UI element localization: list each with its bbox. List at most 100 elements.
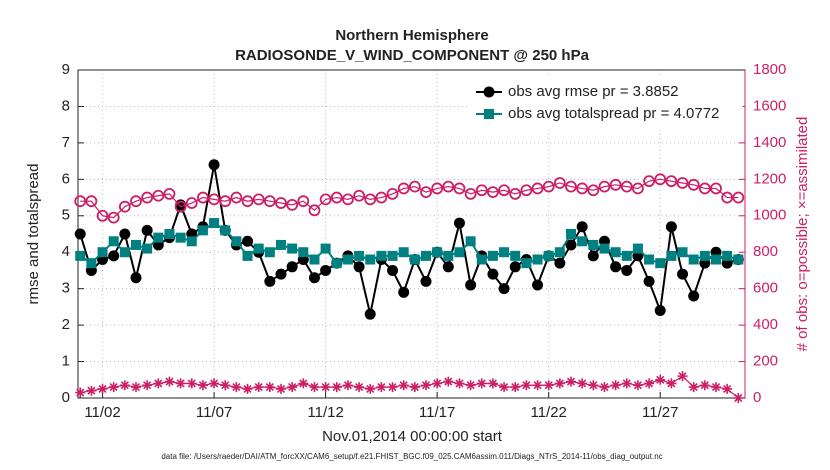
x-tick-label: 11/12 [307, 404, 343, 421]
point [509, 261, 521, 273]
point [219, 195, 232, 208]
point [365, 383, 376, 394]
point [621, 250, 632, 261]
point [665, 221, 677, 233]
y-tick-label: 3 [62, 280, 70, 297]
point [510, 382, 521, 393]
x-tick-label: 11/02 [84, 404, 120, 421]
point [577, 378, 588, 389]
point [443, 376, 454, 387]
point [666, 250, 677, 261]
point [542, 180, 555, 193]
point [621, 378, 632, 389]
point [319, 193, 332, 206]
point [96, 209, 109, 222]
point [220, 225, 231, 236]
y-tick-label: 9 [62, 61, 70, 78]
point [186, 236, 197, 247]
point [443, 250, 454, 261]
point [677, 268, 689, 280]
point [733, 254, 744, 265]
y-tick-label: 6 [62, 170, 70, 187]
point [498, 184, 510, 197]
point [153, 378, 164, 389]
point [376, 250, 387, 261]
point [532, 380, 543, 391]
point [599, 382, 610, 393]
point [576, 182, 589, 195]
point [565, 180, 577, 193]
point [208, 159, 220, 171]
point [722, 383, 733, 394]
point [676, 177, 689, 189]
x-tick-label: 11/22 [530, 404, 566, 421]
point [298, 378, 309, 389]
point [688, 382, 699, 393]
point [521, 258, 532, 269]
point [387, 250, 398, 261]
y-tick-label: 5 [62, 207, 70, 224]
point [209, 218, 220, 229]
point [85, 195, 98, 208]
point [252, 193, 265, 206]
point [131, 382, 141, 393]
point [553, 177, 566, 189]
point [577, 236, 588, 247]
point [364, 308, 376, 320]
chart-subtitle: RADIOSONDE_V_WIND_COMPONENT @ 250 hPa [235, 47, 590, 64]
point [286, 198, 299, 211]
point [86, 385, 97, 396]
point [487, 268, 499, 280]
point [476, 378, 487, 389]
point [376, 382, 387, 393]
point [108, 382, 119, 393]
point [420, 186, 432, 198]
point [141, 224, 153, 236]
point [75, 250, 86, 261]
point [287, 243, 298, 254]
y2-tick-label: 1000 [753, 207, 786, 224]
point [107, 211, 120, 224]
point [242, 235, 254, 247]
point [342, 380, 353, 391]
point [409, 254, 420, 265]
point [655, 374, 666, 385]
point [421, 250, 431, 261]
point [353, 261, 365, 273]
point [398, 247, 409, 258]
y2-tick-label: 1800 [753, 61, 786, 78]
point [598, 180, 611, 193]
point [654, 173, 667, 186]
point [532, 254, 543, 265]
point [398, 286, 410, 298]
point [175, 232, 186, 243]
x-axis-label: Nov.01,2014 00:00:00 start [322, 428, 503, 445]
point [510, 250, 521, 261]
point [86, 258, 97, 269]
point [253, 243, 264, 254]
point [164, 376, 175, 387]
point [175, 378, 186, 389]
point [130, 195, 142, 208]
point [465, 236, 476, 247]
point [365, 254, 376, 265]
point [453, 182, 466, 195]
point [342, 193, 354, 206]
point [565, 239, 577, 251]
point [610, 247, 621, 258]
point [599, 243, 610, 254]
point [576, 221, 588, 233]
legend: obs avg rmse pr = 3.8852 obs avg totalspr… [469, 77, 743, 129]
y2-tick-label: 600 [753, 280, 778, 297]
x-tick-label: 11/27 [642, 404, 678, 421]
point [531, 182, 544, 195]
point [733, 393, 744, 403]
point [587, 184, 600, 197]
point [142, 380, 153, 391]
point [431, 182, 444, 195]
point [521, 380, 532, 391]
point [688, 290, 700, 302]
point [119, 247, 130, 258]
point [74, 228, 86, 240]
legend-marker [484, 109, 494, 119]
